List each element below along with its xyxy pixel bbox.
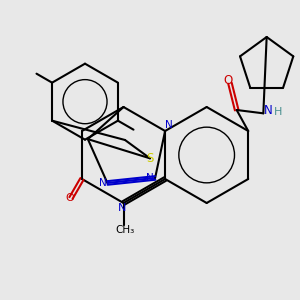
Text: N: N	[118, 203, 127, 213]
Text: CH₃: CH₃	[115, 225, 134, 235]
Text: H: H	[274, 107, 283, 117]
Text: N: N	[264, 104, 273, 117]
Text: O: O	[224, 74, 232, 87]
Text: N: N	[146, 173, 154, 183]
Text: O: O	[66, 193, 74, 203]
Text: N: N	[98, 178, 106, 188]
Text: S: S	[146, 152, 154, 165]
Text: N: N	[165, 120, 173, 130]
